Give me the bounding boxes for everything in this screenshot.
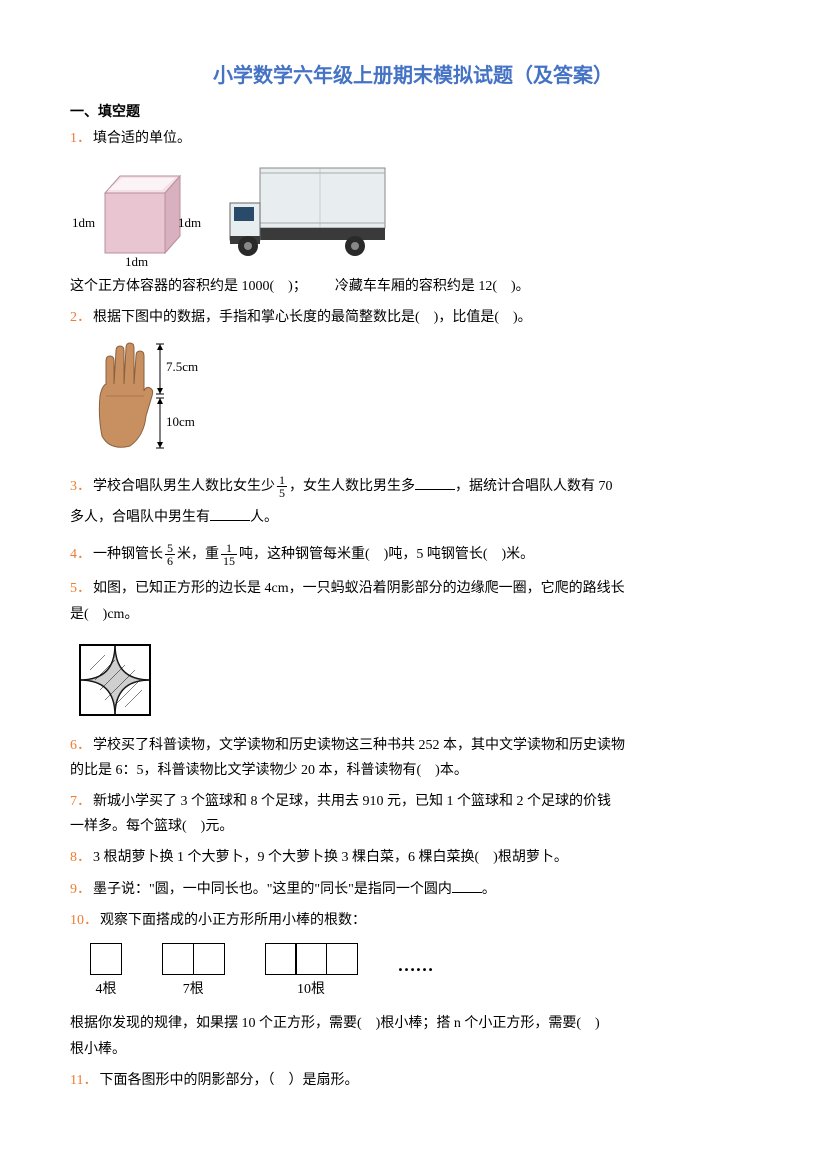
q4-frac2: 115: [221, 542, 237, 567]
q4-text-a: 一种钢管长: [93, 547, 163, 562]
qnum-3: 3．: [70, 479, 91, 494]
cube-label-bottom: 1dm: [125, 252, 148, 273]
q10-line2: 根据你发现的规律，如果摆 10 个正方形，需要( )根小棒；搭 n 个小正方形，…: [70, 1011, 756, 1061]
q1-line2: 这个正方体容器的容积约是 1000( )； 冷藏车车厢的容积约是 12( )。: [70, 274, 756, 299]
qnum-11: 11．: [70, 1073, 97, 1088]
q10-text-e: 根小棒。: [70, 1042, 126, 1057]
q2-text-b: )，比值是(: [434, 310, 499, 325]
q1-line2-c: 冷藏车车厢的容积约是 12(: [335, 279, 497, 294]
q4-text-b: 米，重: [177, 547, 219, 562]
q2-text-c: )。: [513, 310, 532, 325]
qnum-6: 6．: [70, 738, 91, 753]
q3-text-d: 多人，合唱队中男生有: [70, 510, 210, 525]
q1-line2-b: )；: [288, 279, 307, 294]
pattern-dots: ……: [398, 943, 434, 980]
q11-text-b: ）是扇形。: [288, 1073, 358, 1088]
q8-text-b: )根胡萝卜。: [493, 850, 568, 865]
q4-text-e: )米。: [502, 547, 535, 562]
q4-frac1: 56: [165, 542, 175, 567]
q1-images: 1dm 1dm 1dm: [70, 158, 756, 268]
q11-text-a: 下面各图形中的阴影部分，（: [99, 1073, 274, 1088]
q3-text-b: ，女生人数比男生多: [289, 479, 415, 494]
q1-text: 填合适的单位。: [93, 131, 191, 146]
q3-text-e: 人。: [250, 510, 278, 525]
q9-text-a: 墨子说："圆，一中同长也。"这里的"同长"是指同一个圆内: [93, 882, 452, 897]
qnum-7: 7．: [70, 794, 91, 809]
cube-label-left: 1dm: [72, 213, 95, 234]
square-group-1: 4根: [90, 943, 122, 1001]
page-title: 小学数学六年级上册期末模拟试题（及答案）: [70, 60, 756, 92]
q10-text-b: 根据你发现的规律，如果摆 10 个正方形，需要(: [70, 1016, 362, 1031]
q3-blank2: [210, 507, 250, 521]
q7-text-c: )元。: [201, 819, 234, 834]
q4-text-d: )吨，5 吨钢管长(: [384, 547, 488, 562]
q6-text-a: 学校买了科普读物，文学读物和历史读物这三种书共 252 本，其中文学读物和历史读…: [93, 738, 625, 753]
q7-text-b: 一样多。每个篮球(: [70, 819, 187, 834]
svg-text:7.5cm: 7.5cm: [166, 359, 198, 374]
q3-text-a: 学校合唱队男生人数比女生少: [93, 479, 275, 494]
question-11: 11．下面各图形中的阴影部分，（ ）是扇形。: [70, 1068, 756, 1093]
question-7: 7．新城小学买了 3 个篮球和 8 个足球，共用去 910 元，已知 1 个篮球…: [70, 789, 756, 839]
squares-pattern: 4根 7根 10根 ……: [90, 943, 756, 1001]
question-6: 6．学校买了科普读物，文学读物和历史读物这三种书共 252 本，其中文学读物和历…: [70, 733, 756, 783]
qnum-9: 9．: [70, 882, 91, 897]
question-8: 8．3 根胡萝卜换 1 个大萝卜，9 个大萝卜换 3 棵白菜，6 棵白菜换( )…: [70, 845, 756, 870]
q10-text-d: ): [595, 1016, 600, 1031]
q1-line2-a: 这个正方体容器的容积约是 1000(: [70, 279, 274, 294]
question-5: 5．如图，已知正方形的边长是 4cm，一只蚂蚁沿着阴影部分的边缘爬一圈，它爬的路…: [70, 576, 756, 626]
q9-text-b: 。: [482, 882, 496, 897]
q9-blank: [452, 879, 482, 893]
square-label-1: 4根: [96, 979, 117, 1001]
qnum-4: 4．: [70, 547, 91, 562]
q10-text: 观察下面搭成的小正方形所用小棒的根数：: [100, 913, 366, 928]
q5-text-b: 是(: [70, 607, 89, 622]
q3-text-c: ，据统计合唱队人数有 70: [455, 479, 613, 494]
q7-text-a: 新城小学买了 3 个篮球和 8 个足球，共用去 910 元，已知 1 个篮球和 …: [93, 794, 611, 809]
q5-text-a: 如图，已知正方形的边长是 4cm，一只蚂蚁沿着阴影部分的边缘爬一圈，它爬的路线长: [93, 581, 625, 596]
q10-text-c: )根小棒；搭 n 个小正方形，需要(: [376, 1016, 581, 1031]
qnum-2: 2．: [70, 310, 91, 325]
q3-frac1: 15: [277, 474, 287, 499]
question-3: 3．学校合唱队男生人数比女生少15，女生人数比男生多，据统计合唱队人数有 70 …: [70, 472, 756, 534]
q6-text-b: 的比是 6：5，科普读物比文学读物少 20 本，科普读物有(: [70, 763, 421, 778]
q4-text-c: 吨，这种钢管每米重(: [239, 547, 370, 562]
square-group-3: 10根: [265, 943, 358, 1001]
square-label-3: 10根: [297, 979, 325, 1001]
question-1: 1．填合适的单位。: [70, 126, 756, 151]
q8-text-a: 3 根胡萝卜换 1 个大萝卜，9 个大萝卜换 3 棵白菜，6 棵白菜换(: [93, 850, 479, 865]
question-4: 4．一种钢管长56米，重115吨，这种钢管每米重( )吨，5 吨钢管长( )米。: [70, 540, 756, 571]
q2-text-a: 根据下图中的数据，手指和掌心长度的最简整数比是(: [93, 310, 420, 325]
question-2: 2．根据下图中的数据，手指和掌心长度的最简整数比是( )，比值是( )。: [70, 305, 756, 330]
svg-text:10cm: 10cm: [166, 414, 195, 429]
astroid-image: [70, 635, 160, 725]
square-group-2: 7根: [162, 943, 225, 1001]
truck-image: [220, 158, 400, 268]
section-heading: 一、填空题: [70, 102, 756, 124]
cube-label-right: 1dm: [178, 213, 201, 234]
qnum-5: 5．: [70, 581, 91, 596]
qnum-10: 10．: [70, 913, 98, 928]
qnum-8: 8．: [70, 850, 91, 865]
square-label-2: 7根: [183, 979, 204, 1001]
q1-line2-d: )。: [511, 279, 530, 294]
q6-text-c: )本。: [435, 763, 468, 778]
question-10: 10．观察下面搭成的小正方形所用小棒的根数：: [70, 908, 756, 933]
q3-blank1: [415, 476, 455, 490]
q5-text-c: )cm。: [103, 607, 139, 622]
qnum-1: 1．: [70, 131, 91, 146]
hand-image: 7.5cm 10cm: [70, 336, 210, 466]
cube-image: 1dm 1dm 1dm: [70, 158, 210, 268]
question-9: 9．墨子说："圆，一中同长也。"这里的"同长"是指同一个圆内 。: [70, 877, 756, 902]
